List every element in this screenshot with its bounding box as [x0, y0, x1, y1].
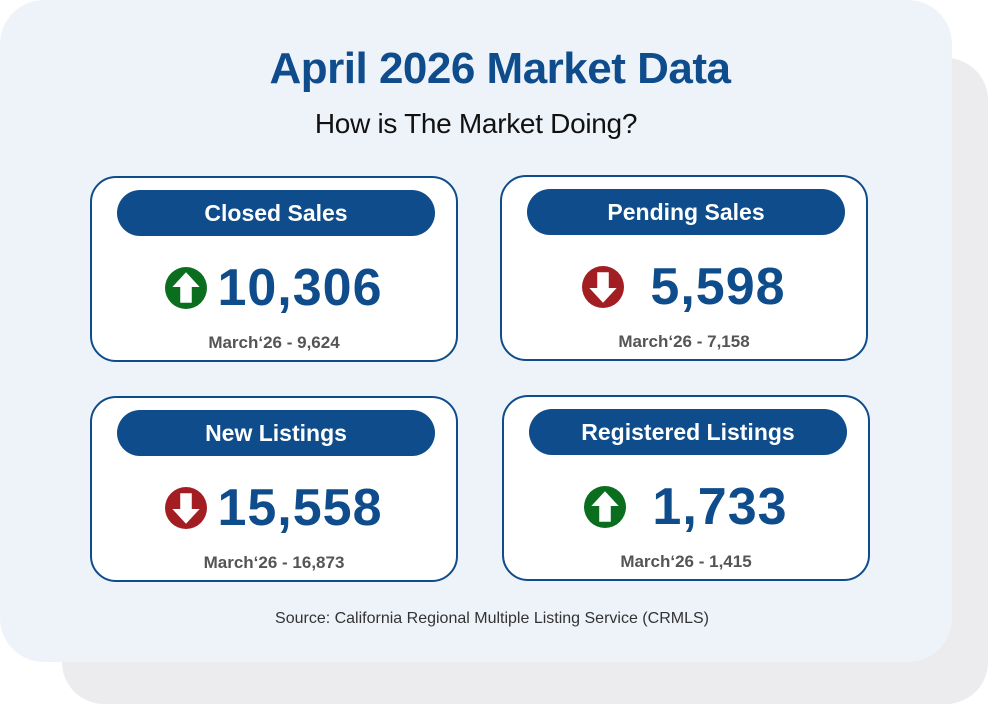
- previous-month-value: March‘26 - 7,158: [618, 332, 750, 351]
- stat-label-pill: Closed Sales: [117, 190, 435, 236]
- stat-value-row: 15,558: [92, 478, 456, 538]
- arrow-down-icon: [582, 266, 625, 308]
- stat-card-pending-sales: Pending Sales 5,598 March‘26 - 7,158: [500, 175, 868, 361]
- stat-value: 15,558: [217, 479, 383, 537]
- source-note: Source: California Regional Multiple Lis…: [275, 610, 709, 627]
- infographic-card: April 2026 Market Data How is The Market…: [0, 0, 952, 662]
- stat-value: 5,598: [650, 258, 786, 316]
- stat-value-row: 10,306: [92, 258, 456, 318]
- page-subtitle: How is The Market Doing?: [314, 108, 638, 139]
- arrow-up-icon: [165, 267, 208, 309]
- previous-month-value: March‘26 - 1,415: [620, 552, 752, 571]
- stat-value: 10,306: [217, 259, 383, 317]
- stat-value-row: 1,733: [504, 477, 868, 537]
- stat-value-row: 5,598: [502, 257, 866, 317]
- stat-label-pill: New Listings: [117, 410, 435, 456]
- arrow-up-icon: [584, 486, 627, 528]
- arrow-down-icon: [165, 487, 208, 529]
- previous-month-value: March‘26 - 9,624: [208, 333, 340, 352]
- stat-value: 1,733: [652, 478, 788, 536]
- stat-card-registered-listings: Registered Listings 1,733 March‘26 - 1,4…: [502, 395, 870, 581]
- stat-label-pill: Registered Listings: [529, 409, 847, 455]
- page-title: April 2026 Market Data: [269, 44, 732, 93]
- previous-month-value: March‘26 - 16,873: [203, 553, 345, 572]
- stat-label-pill: Pending Sales: [527, 189, 845, 235]
- stat-card-new-listings: New Listings 15,558 March‘26 - 16,873: [90, 396, 458, 582]
- stat-card-closed-sales: Closed Sales 10,306 March‘26 - 9,624: [90, 176, 458, 362]
